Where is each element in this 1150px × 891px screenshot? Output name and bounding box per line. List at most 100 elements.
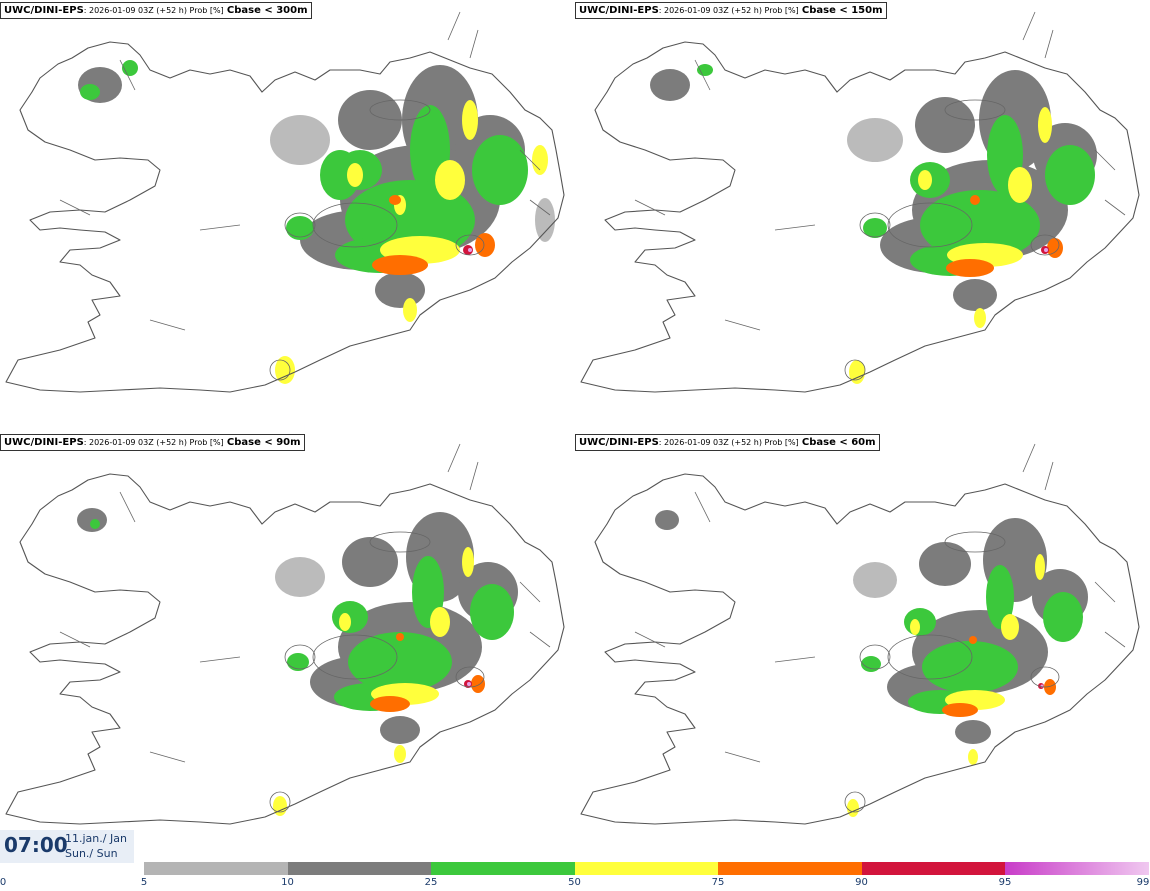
prob-area [974, 308, 986, 328]
prob-area [861, 656, 881, 672]
prob-area [1047, 238, 1063, 258]
coast-detail [149, 319, 186, 331]
coastline [5, 41, 565, 393]
iceland-map [580, 11, 1140, 393]
coast-detail [1104, 631, 1126, 648]
valid-time: 07:00 [4, 833, 68, 857]
prob-area [532, 145, 548, 175]
coastline [5, 473, 565, 825]
coast-detail [469, 461, 479, 491]
valid-date: 11.jan./ Jan [65, 832, 127, 845]
coast-detail [199, 224, 241, 231]
valid-weekday: Sun./ Sun [65, 847, 118, 860]
coast-detail [694, 491, 711, 523]
glacier-outline [944, 531, 1006, 553]
prob-area [1008, 167, 1032, 203]
probability-field [655, 510, 1088, 817]
coast-detail [519, 581, 541, 603]
coast-detail [447, 11, 461, 41]
prob-area [80, 84, 100, 100]
glacier-outline [269, 359, 291, 381]
coast-detail [694, 59, 711, 91]
glacier-outline [844, 791, 866, 813]
prob-area [946, 259, 994, 277]
prob-area [922, 641, 1018, 693]
prob-area [347, 163, 363, 187]
prob-area [915, 97, 975, 153]
map-panel-cbase-300m: UWC/DINI-EPS: 2026-01-09 03Z (+52 h) Pro… [0, 0, 575, 430]
prob-area [287, 653, 309, 671]
coast-detail [634, 631, 666, 648]
prob-area [953, 279, 997, 311]
prob-area [435, 160, 465, 200]
prob-area [275, 557, 325, 597]
prob-area [919, 542, 971, 586]
prob-area [970, 195, 980, 205]
prob-area [1043, 592, 1083, 642]
prob-area [467, 682, 471, 686]
prob-area [286, 216, 314, 240]
coast-detail [1044, 461, 1054, 491]
prob-area [1044, 248, 1048, 252]
prob-area [470, 584, 514, 640]
prob-area [853, 562, 897, 598]
prob-area [468, 248, 472, 252]
legend-tick: 99 [1136, 877, 1150, 888]
prob-area [342, 537, 398, 587]
coast-detail [529, 199, 551, 216]
prob-area [270, 115, 330, 165]
coast-detail [519, 149, 541, 171]
prob-area [394, 745, 406, 763]
coast-detail [1022, 443, 1036, 473]
prob-area [920, 190, 1040, 260]
prob-area [90, 519, 100, 529]
coast-detail [1022, 11, 1036, 41]
coast-detail [119, 59, 136, 91]
panel-title: UWC/DINI-EPS: 2026-01-09 03Z (+52 h) Pro… [0, 2, 312, 19]
color-legend: 0 5 10 25 50 75 90 95 99 [0, 862, 1150, 891]
coast-detail [774, 224, 816, 231]
glacier-outline [312, 634, 398, 680]
prob-area [968, 749, 978, 765]
coast-detail [469, 29, 479, 59]
prob-area [969, 636, 977, 644]
prob-area [471, 675, 485, 693]
glacier-outline [887, 202, 973, 248]
legend-bin [431, 862, 575, 875]
glacier-outline [455, 666, 485, 688]
prob-area [339, 613, 351, 631]
legend-bin [287, 862, 431, 875]
glacier-outline [1030, 666, 1060, 688]
coast-detail [1104, 199, 1126, 216]
prob-area [389, 195, 401, 205]
glacier-outline [944, 99, 1006, 121]
probability-field [78, 60, 555, 384]
coastline [580, 473, 1140, 825]
coast-detail [447, 443, 461, 473]
prob-area [338, 90, 402, 150]
coast-detail [1044, 29, 1054, 59]
prob-area [942, 703, 978, 717]
coast-detail [199, 656, 241, 663]
legend-bin [1005, 862, 1149, 875]
prob-area [320, 150, 360, 200]
glacier-outline [369, 99, 431, 121]
panel-title: UWC/DINI-EPS: 2026-01-09 03Z (+52 h) Pro… [575, 2, 887, 19]
prob-area [472, 135, 528, 205]
legend-bin [861, 862, 1005, 875]
coast-detail [634, 199, 666, 216]
coast-detail [774, 656, 816, 663]
map-panel-cbase-90m: UWC/DINI-EPS: 2026-01-09 03Z (+52 h) Pro… [0, 432, 575, 862]
prob-area [697, 64, 713, 76]
coast-detail [59, 199, 91, 216]
legend-bin [574, 862, 718, 875]
prob-area [955, 720, 991, 744]
legend-bin [718, 862, 862, 875]
glacier-outline [859, 212, 891, 238]
legend-tick: 90 [855, 877, 868, 888]
prob-area [1045, 145, 1095, 205]
glacier-outline [269, 791, 291, 813]
coast-detail [724, 751, 761, 763]
prob-area [462, 100, 478, 140]
prob-area [396, 633, 404, 641]
